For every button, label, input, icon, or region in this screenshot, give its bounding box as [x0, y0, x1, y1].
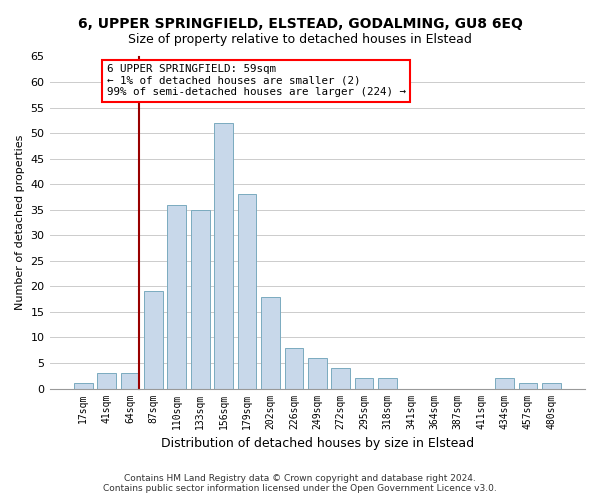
Bar	[191, 210, 209, 388]
Bar	[238, 194, 256, 388]
Text: 6 UPPER SPRINGFIELD: 59sqm
← 1% of detached houses are smaller (2)
99% of semi-d: 6 UPPER SPRINGFIELD: 59sqm ← 1% of detac…	[107, 64, 406, 98]
Bar	[378, 378, 397, 388]
Bar	[495, 378, 514, 388]
Text: 6, UPPER SPRINGFIELD, ELSTEAD, GODALMING, GU8 6EQ: 6, UPPER SPRINGFIELD, ELSTEAD, GODALMING…	[77, 18, 523, 32]
Bar	[144, 292, 163, 388]
Bar	[167, 204, 186, 388]
Bar	[284, 348, 303, 389]
Bar	[74, 384, 92, 388]
Text: Contains HM Land Registry data © Crown copyright and database right 2024.: Contains HM Land Registry data © Crown c…	[124, 474, 476, 483]
Bar	[518, 384, 537, 388]
X-axis label: Distribution of detached houses by size in Elstead: Distribution of detached houses by size …	[161, 437, 474, 450]
Bar	[331, 368, 350, 388]
Bar	[121, 373, 139, 388]
Bar	[97, 373, 116, 388]
Text: Size of property relative to detached houses in Elstead: Size of property relative to detached ho…	[128, 32, 472, 46]
Bar	[261, 296, 280, 388]
Text: Contains public sector information licensed under the Open Government Licence v3: Contains public sector information licen…	[103, 484, 497, 493]
Y-axis label: Number of detached properties: Number of detached properties	[15, 135, 25, 310]
Bar	[214, 123, 233, 388]
Bar	[308, 358, 326, 388]
Bar	[355, 378, 373, 388]
Bar	[542, 384, 560, 388]
